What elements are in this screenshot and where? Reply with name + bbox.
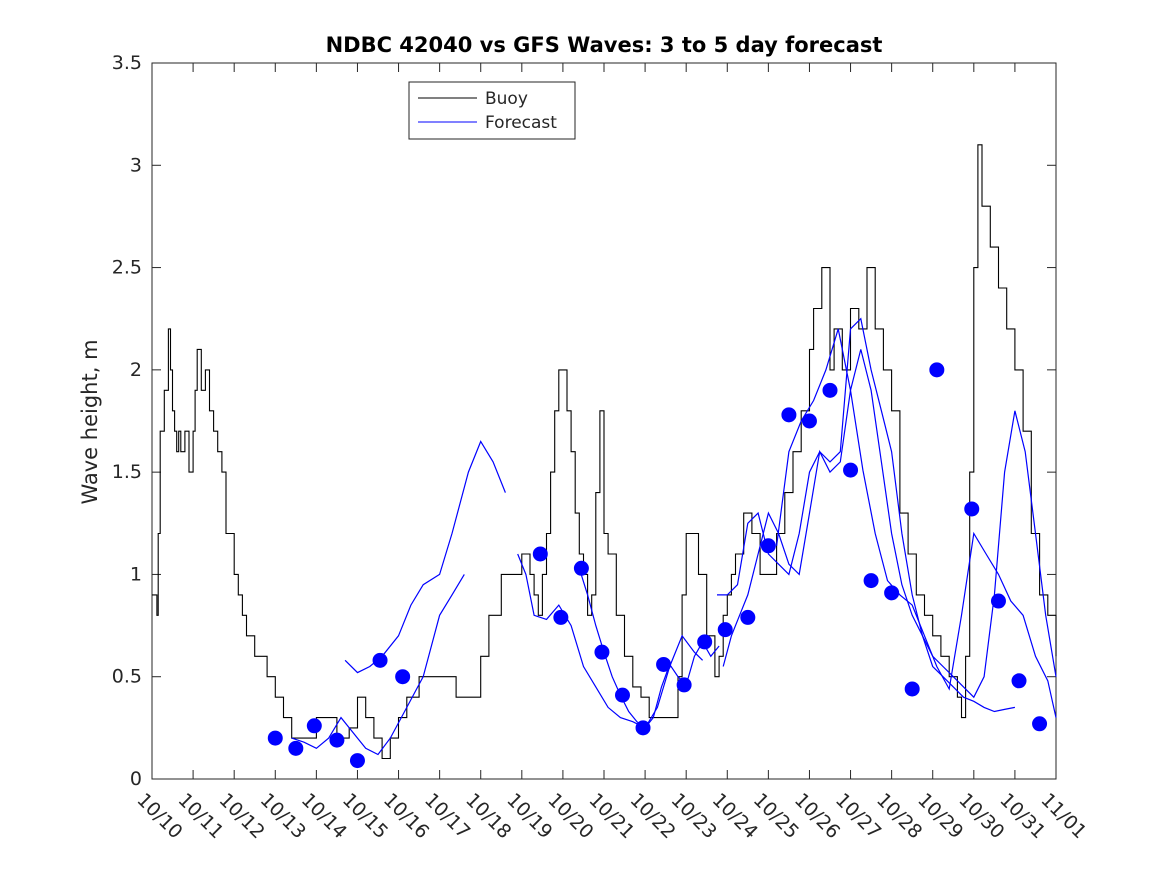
forecast-line-2 [722,349,1057,699]
forecast-marker [990,593,1006,609]
forecast-marker [594,644,610,660]
forecast-marker [1011,673,1027,689]
plot-area: 00.511.522.533.510/1010/1110/1210/1310/1… [112,52,1091,843]
legend-box [408,81,576,140]
y-axis-label: Wave height, m [78,339,102,504]
forecast-marker [635,720,651,736]
forecast-marker [904,681,920,697]
forecast-marker [372,652,388,668]
forecast-marker [884,585,900,601]
forecast-marker [656,656,672,672]
forecast-marker [553,609,569,625]
y-tick-label: 0 [130,768,142,790]
forecast-marker [676,677,692,693]
forecast-marker [863,573,879,589]
forecast-line-4 [291,574,465,756]
y-tick-label: 2.5 [112,257,142,279]
forecast-marker [532,546,548,562]
forecast-marker [395,669,411,685]
forecast-marker [801,413,817,429]
y-tick-label: 0.5 [112,666,142,688]
forecast-marker [306,718,322,734]
forecast-marker [329,732,345,748]
y-tick-label: 1 [130,563,142,585]
forecast-marker [349,753,365,769]
legend-forecast-label: Forecast [485,113,557,133]
forecast-marker [697,634,713,650]
forecast-marker [717,622,733,638]
y-tick-label: 1.5 [112,461,142,483]
legend: Buoy Forecast [408,81,576,140]
forecast-line-6 [776,328,1057,718]
forecast-marker [1032,716,1048,732]
legend-buoy-label: Buoy [485,89,528,109]
forecast-marker [573,560,589,576]
forecast-line-5 [517,553,704,729]
chart-title: NDBC 42040 vs GFS Waves: 3 to 5 day fore… [326,33,883,57]
forecast-marker [760,538,776,554]
forecast-marker [964,501,980,517]
forecast-line-3 [344,440,506,674]
y-tick-label: 3.5 [112,52,142,74]
forecast-marker [740,609,756,625]
forecast-marker [781,407,797,423]
y-tick-label: 2 [130,359,142,381]
y-tick-label: 3 [130,154,142,176]
forecast-marker [614,687,630,703]
forecast-marker [929,362,945,378]
forecast-marker [267,730,283,746]
forecast-marker [288,740,304,756]
forecast-marker [843,462,859,478]
forecast-marker [822,382,838,398]
